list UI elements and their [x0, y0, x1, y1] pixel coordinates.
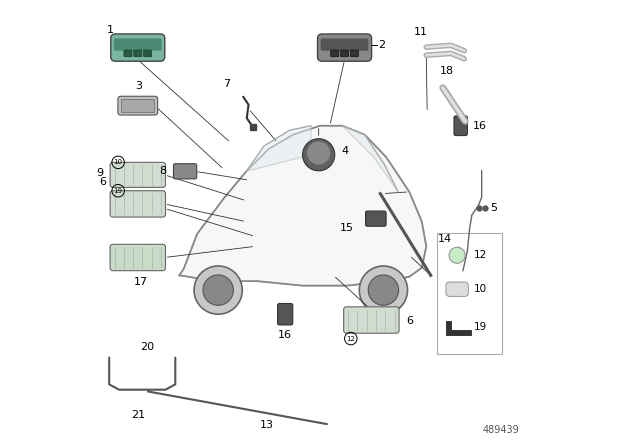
- Text: 15: 15: [339, 224, 353, 233]
- Text: 18: 18: [439, 66, 454, 76]
- Circle shape: [194, 266, 243, 314]
- Text: 2: 2: [378, 40, 385, 50]
- Bar: [122, 99, 154, 112]
- FancyBboxPatch shape: [143, 50, 152, 57]
- FancyBboxPatch shape: [340, 50, 349, 57]
- Text: 6: 6: [406, 316, 413, 326]
- Text: 1: 1: [106, 25, 113, 34]
- FancyBboxPatch shape: [446, 282, 468, 296]
- FancyBboxPatch shape: [321, 39, 369, 51]
- Text: 12: 12: [346, 336, 355, 341]
- Text: 10: 10: [114, 159, 123, 165]
- Circle shape: [359, 266, 408, 314]
- Text: 16: 16: [473, 121, 487, 131]
- FancyBboxPatch shape: [118, 96, 157, 115]
- FancyBboxPatch shape: [110, 162, 166, 187]
- Text: 19: 19: [114, 188, 123, 194]
- FancyBboxPatch shape: [317, 34, 372, 61]
- FancyBboxPatch shape: [114, 39, 162, 51]
- Text: 4: 4: [342, 146, 349, 156]
- Text: 21: 21: [131, 410, 145, 420]
- Circle shape: [307, 142, 330, 164]
- FancyBboxPatch shape: [344, 307, 399, 333]
- Text: 17: 17: [134, 277, 148, 287]
- Text: 11: 11: [414, 27, 428, 37]
- Text: 8: 8: [159, 166, 166, 177]
- Text: 16: 16: [278, 330, 292, 340]
- Text: 19: 19: [474, 322, 487, 332]
- Text: 14: 14: [438, 234, 452, 244]
- Circle shape: [303, 139, 335, 171]
- FancyBboxPatch shape: [278, 303, 292, 325]
- Text: 9: 9: [96, 168, 103, 178]
- Circle shape: [368, 275, 399, 305]
- Polygon shape: [179, 126, 426, 286]
- FancyBboxPatch shape: [111, 34, 165, 61]
- FancyBboxPatch shape: [331, 50, 339, 57]
- Text: 10: 10: [474, 284, 487, 294]
- FancyBboxPatch shape: [110, 191, 166, 217]
- FancyBboxPatch shape: [110, 244, 166, 271]
- FancyBboxPatch shape: [124, 50, 132, 57]
- Text: 489439: 489439: [483, 425, 520, 435]
- FancyBboxPatch shape: [454, 116, 467, 136]
- Polygon shape: [342, 126, 398, 192]
- Polygon shape: [446, 321, 471, 335]
- Text: 3: 3: [135, 81, 142, 91]
- FancyBboxPatch shape: [350, 50, 358, 57]
- Text: 6: 6: [99, 177, 106, 187]
- Text: 12: 12: [474, 250, 487, 260]
- Text: 7: 7: [223, 79, 230, 89]
- Bar: [437, 233, 502, 353]
- Text: 13: 13: [260, 420, 274, 430]
- Text: 5: 5: [490, 203, 497, 213]
- Polygon shape: [246, 126, 311, 171]
- FancyBboxPatch shape: [134, 50, 142, 57]
- FancyBboxPatch shape: [365, 211, 386, 226]
- Text: 20: 20: [140, 342, 154, 352]
- Circle shape: [449, 247, 465, 263]
- FancyBboxPatch shape: [173, 164, 196, 179]
- Circle shape: [203, 275, 234, 305]
